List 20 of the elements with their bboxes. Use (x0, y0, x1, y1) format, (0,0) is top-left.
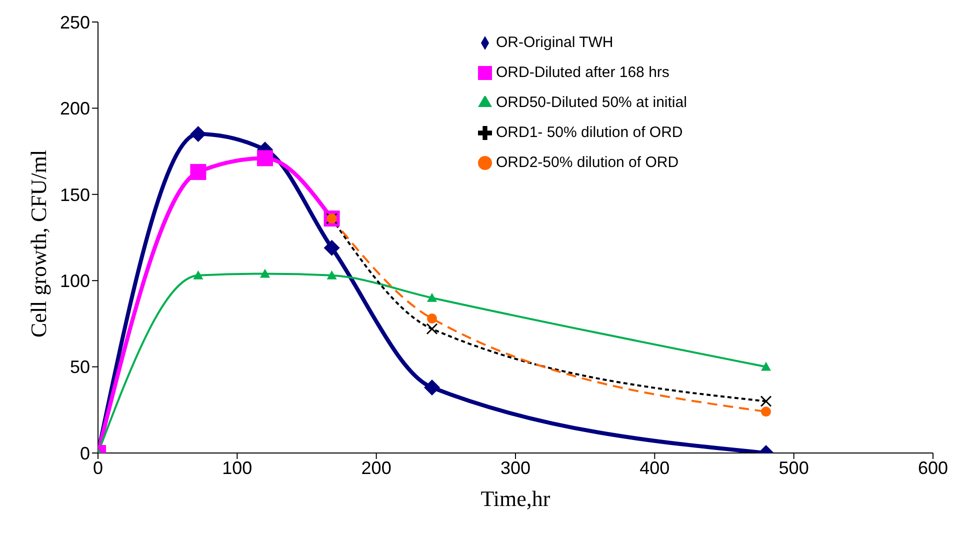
x-tick-label: 300 (500, 458, 531, 478)
legend-label: ORD-Diluted after 168 hrs (496, 64, 670, 81)
y-tick-label: 200 (60, 98, 90, 119)
x-tick-label: 200 (361, 458, 392, 478)
y-tick-label: 150 (60, 184, 90, 205)
x-tick-label: 500 (778, 458, 809, 478)
y-tick-label: 100 (60, 270, 90, 291)
y-tick-label: 0 (80, 443, 90, 464)
x-tick-label: 0 (92, 458, 104, 478)
legend-label: ORD1- 50% dilution of ORD (496, 124, 683, 141)
x-tick-label: 400 (640, 458, 670, 478)
y-axis-title: Cell growth, CFU/ml (26, 150, 51, 338)
x-tick-label: 100 (222, 458, 252, 478)
legend-label: ORD50-Diluted 50% at initial (496, 94, 687, 111)
x-axis-title: Time,hr (480, 486, 551, 511)
legend-label: ORD2-50% dilution of ORD (496, 154, 679, 171)
legend-label: OR-Original TWH (496, 34, 614, 51)
x-tick-label: 600 (918, 458, 948, 478)
y-tick-label: 50 (70, 357, 90, 378)
y-tick-label: 250 (60, 12, 90, 32)
